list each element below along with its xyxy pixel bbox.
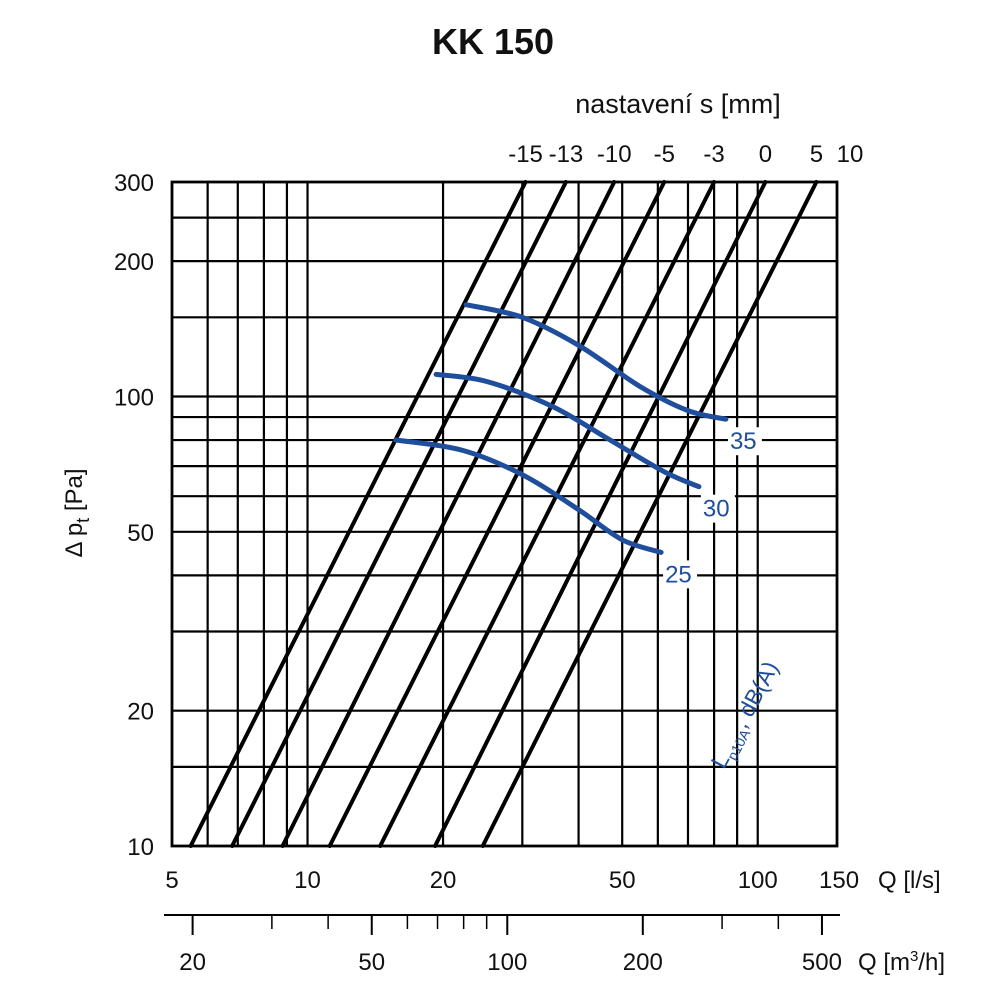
y-axis-title: Δ pt [Pa] (61, 468, 93, 557)
top-tick-label: -13 (549, 141, 584, 168)
settings-lines (188, 180, 819, 848)
y-axis-title-main: Δ p (61, 523, 88, 558)
x-tick-label-m3h: 500 (802, 949, 842, 976)
x-tick-label-m3h: 20 (179, 949, 206, 976)
noise-curve-label-35: 35 (730, 428, 757, 455)
x-tick-label-ls: 20 (430, 867, 457, 894)
top-tick-label: -10 (597, 141, 632, 168)
top-tick-label: -3 (703, 141, 724, 168)
x-tick-label-m3h: 200 (623, 949, 663, 976)
y-axis-title-unit: [Pa] (61, 468, 88, 517)
x-axis-m3h-title: Q [m3/h] (858, 948, 945, 976)
chart-title: KK 150 (432, 21, 554, 62)
top-axis-title: nastavení s [mm] (575, 89, 781, 119)
top-tick-label: 10 (837, 141, 864, 168)
y-tick-label: 20 (127, 699, 154, 726)
x-axis-ls-title: Q [l/s] (878, 867, 941, 894)
noise-curve-label-bg (727, 427, 762, 456)
noise-curve-label-30: 30 (703, 496, 730, 523)
noise-curve-30 (433, 371, 702, 490)
noise-curve-25 (393, 437, 664, 555)
setting-line-s-13 (230, 180, 568, 848)
x-tick-label-ls: 50 (609, 867, 636, 894)
y-tick-label: 200 (114, 249, 154, 276)
top-tick-label: -5 (654, 141, 675, 168)
x-axis-m3h-title-end: /h] (918, 949, 945, 976)
top-tick-label: 5 (810, 141, 823, 168)
noise-curve-35 (463, 302, 729, 422)
top-tick-label: 0 (759, 141, 772, 168)
x-tick-label-ls: 10 (294, 867, 321, 894)
noise-curves: 35 30 25 (393, 302, 762, 589)
noise-axis-label: Lp10A, dB(A) (705, 657, 786, 774)
x-axis-m3h-title-sup: 3 (910, 948, 918, 965)
setting-line-s-3 (378, 180, 717, 848)
x-tick-label-ls: 100 (738, 867, 778, 894)
y-axis-title-sub: t (73, 518, 93, 523)
noise-curve-label-bg (700, 494, 735, 523)
setting-line-s-10 (280, 180, 617, 848)
setting-line-s-15 (188, 180, 528, 848)
y-tick-label: 100 (114, 384, 154, 411)
setting-line-s5 (480, 180, 819, 848)
noise-curve-label-25: 25 (665, 561, 692, 588)
plot-frame (170, 180, 839, 848)
top-tick-label: -15 (508, 141, 543, 168)
setting-line-s-5 (327, 180, 667, 848)
x-tick-label-ls: 150 (819, 867, 859, 894)
x-tick-label-m3h: 100 (487, 949, 527, 976)
x-axis-m3h-title-main: Q [m (858, 949, 910, 976)
y-tick-label: 10 (127, 834, 154, 861)
setting-line-s0 (433, 180, 768, 848)
y-tick-label: 50 (127, 520, 154, 547)
noise-axis-label-rest: , dB(A) (727, 657, 784, 732)
y-tick-label: 300 (114, 170, 154, 197)
x-tick-label-ls: 5 (165, 867, 178, 894)
x-tick-label-m3h: 50 (358, 949, 385, 976)
noise-curve-label-bg (663, 560, 698, 589)
